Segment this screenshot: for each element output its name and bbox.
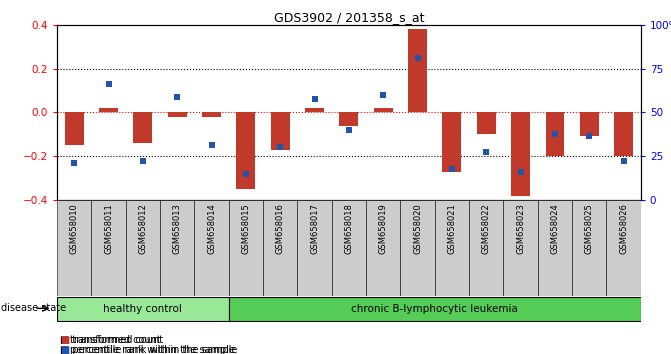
Bar bbox=[546, 113, 564, 156]
Bar bbox=[340, 113, 358, 126]
Text: GSM658015: GSM658015 bbox=[242, 203, 250, 253]
Text: GSM658021: GSM658021 bbox=[448, 203, 456, 253]
Text: GSM658017: GSM658017 bbox=[310, 203, 319, 254]
Bar bbox=[195, 200, 229, 296]
Text: GSM658025: GSM658025 bbox=[585, 203, 594, 253]
Bar bbox=[442, 113, 462, 172]
Bar bbox=[229, 200, 263, 296]
Bar bbox=[271, 113, 290, 150]
Bar bbox=[614, 113, 633, 156]
Text: GSM658022: GSM658022 bbox=[482, 203, 491, 253]
Text: disease state: disease state bbox=[1, 303, 66, 313]
Text: GSM658012: GSM658012 bbox=[138, 203, 148, 253]
Bar bbox=[503, 200, 537, 296]
Text: chronic B-lymphocytic leukemia: chronic B-lymphocytic leukemia bbox=[352, 304, 518, 314]
Text: GSM658023: GSM658023 bbox=[516, 203, 525, 254]
Text: GSM658010: GSM658010 bbox=[70, 203, 79, 253]
Bar bbox=[57, 297, 229, 321]
Bar bbox=[331, 200, 366, 296]
Text: GSM658016: GSM658016 bbox=[276, 203, 285, 254]
Bar bbox=[99, 108, 118, 113]
Bar bbox=[65, 113, 84, 145]
Bar bbox=[537, 200, 572, 296]
Bar bbox=[57, 200, 91, 296]
Bar bbox=[607, 200, 641, 296]
Title: GDS3902 / 201358_s_at: GDS3902 / 201358_s_at bbox=[274, 11, 424, 24]
Bar bbox=[229, 297, 641, 321]
Text: ■: ■ bbox=[60, 345, 70, 354]
Bar bbox=[408, 29, 427, 113]
Bar bbox=[477, 113, 496, 134]
Bar bbox=[263, 200, 297, 296]
Bar bbox=[125, 200, 160, 296]
Text: GSM658013: GSM658013 bbox=[172, 203, 182, 254]
Text: GSM658024: GSM658024 bbox=[550, 203, 560, 253]
Bar bbox=[160, 200, 195, 296]
Bar bbox=[366, 200, 401, 296]
Bar bbox=[297, 200, 331, 296]
Text: GSM658014: GSM658014 bbox=[207, 203, 216, 253]
Text: GSM658019: GSM658019 bbox=[378, 203, 388, 253]
Bar bbox=[374, 108, 393, 113]
Text: percentile rank within the sample: percentile rank within the sample bbox=[70, 345, 236, 354]
Text: GSM658026: GSM658026 bbox=[619, 203, 628, 254]
Bar bbox=[435, 200, 469, 296]
Text: GSM658020: GSM658020 bbox=[413, 203, 422, 253]
Text: healthy control: healthy control bbox=[103, 304, 183, 314]
Text: ■ transformed count: ■ transformed count bbox=[60, 335, 164, 344]
Bar bbox=[305, 108, 324, 113]
Text: transformed count: transformed count bbox=[70, 335, 161, 344]
Text: GSM658011: GSM658011 bbox=[104, 203, 113, 253]
Text: ■ percentile rank within the sample: ■ percentile rank within the sample bbox=[60, 345, 238, 354]
Bar bbox=[572, 200, 607, 296]
Bar bbox=[236, 113, 256, 189]
Bar bbox=[202, 113, 221, 117]
Bar bbox=[401, 200, 435, 296]
Bar bbox=[511, 113, 530, 196]
Bar bbox=[134, 113, 152, 143]
Text: ■: ■ bbox=[60, 335, 70, 344]
Bar bbox=[469, 200, 503, 296]
Bar bbox=[168, 113, 187, 117]
Bar bbox=[580, 113, 599, 137]
Text: GSM658018: GSM658018 bbox=[344, 203, 354, 254]
Bar bbox=[91, 200, 125, 296]
